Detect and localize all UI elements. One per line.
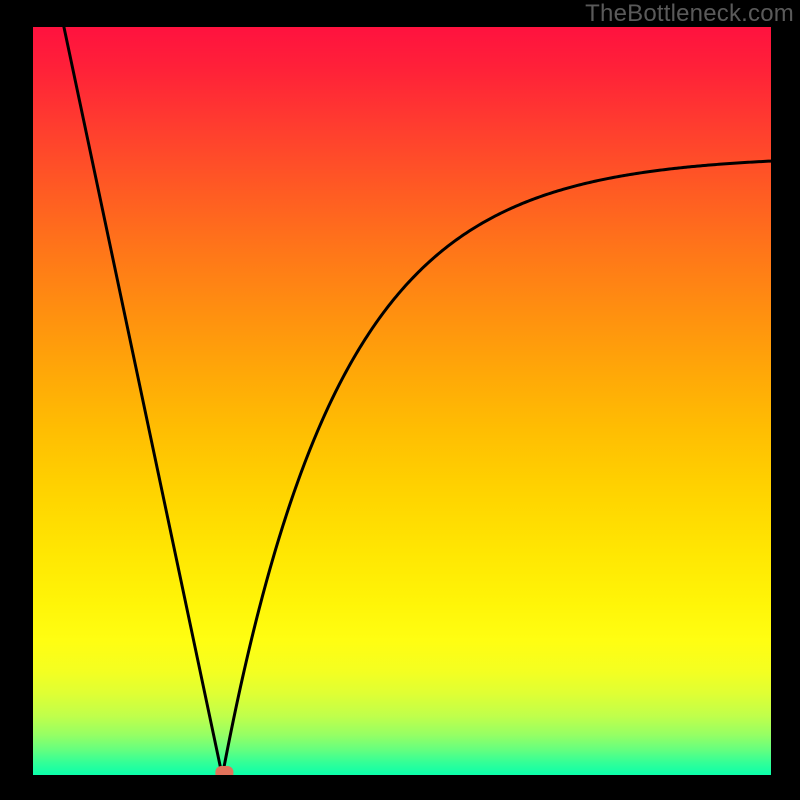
chart-container: TheBottleneck.com [0, 0, 800, 800]
bottleneck-chart [0, 0, 800, 800]
watermark-text: TheBottleneck.com [585, 0, 794, 28]
